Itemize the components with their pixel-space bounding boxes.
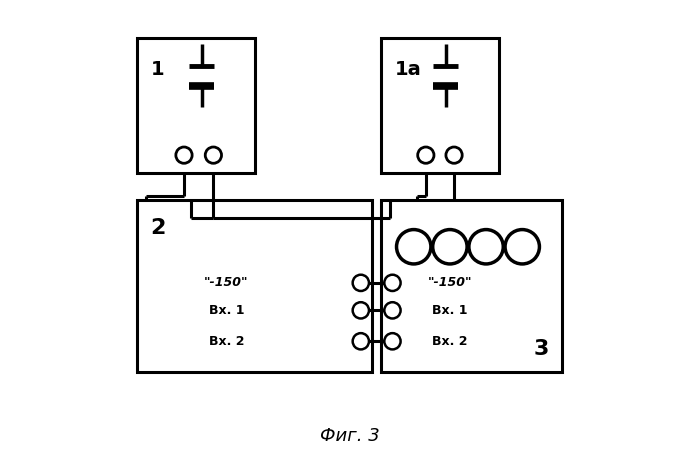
Text: Вх. 2: Вх. 2 [432, 335, 468, 348]
Text: 1а: 1а [395, 60, 421, 79]
Circle shape [433, 230, 467, 264]
Circle shape [384, 333, 401, 349]
Bar [381, 200, 562, 372]
Circle shape [384, 275, 401, 291]
Circle shape [353, 333, 369, 349]
Text: Фиг. 3: Фиг. 3 [319, 426, 380, 445]
Bar [381, 38, 498, 173]
Text: 1: 1 [150, 60, 164, 79]
Circle shape [505, 230, 540, 264]
Text: Вх. 2: Вх. 2 [208, 335, 244, 348]
Circle shape [384, 302, 401, 318]
Text: Вх. 1: Вх. 1 [208, 304, 244, 317]
Circle shape [176, 147, 192, 163]
Text: 3: 3 [533, 339, 549, 359]
Bar [137, 200, 372, 372]
Circle shape [206, 147, 222, 163]
Circle shape [353, 275, 369, 291]
Circle shape [469, 230, 503, 264]
Bar [137, 38, 254, 173]
Circle shape [353, 302, 369, 318]
Text: 2: 2 [150, 218, 166, 238]
Circle shape [396, 230, 431, 264]
Text: Вх. 1: Вх. 1 [432, 304, 468, 317]
Circle shape [418, 147, 434, 163]
Text: "-150": "-150" [204, 276, 249, 289]
Circle shape [446, 147, 462, 163]
Text: "-150": "-150" [428, 276, 472, 289]
